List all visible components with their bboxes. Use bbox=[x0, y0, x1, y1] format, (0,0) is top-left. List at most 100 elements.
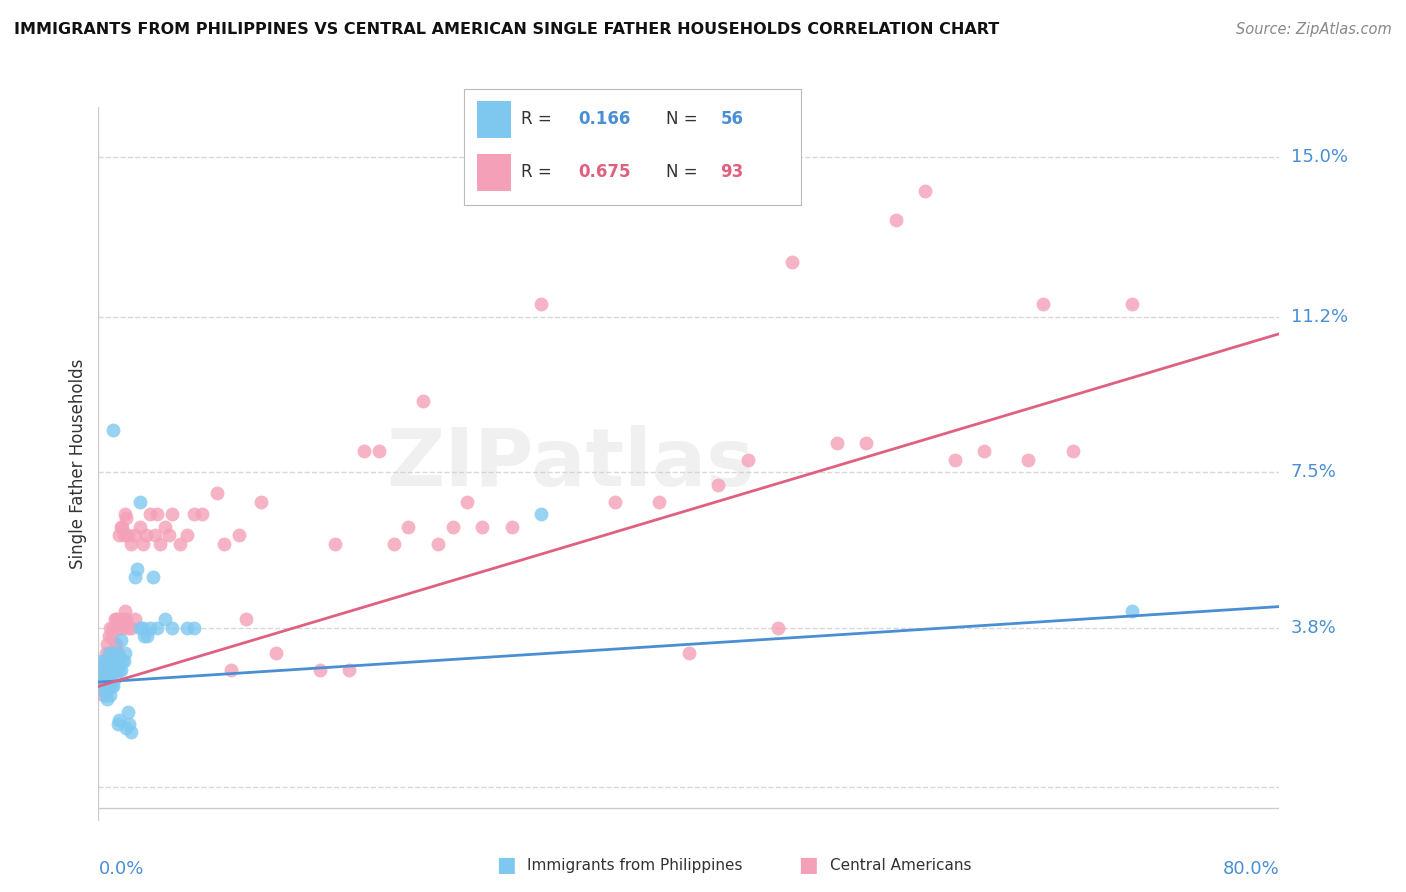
Text: 11.2%: 11.2% bbox=[1291, 308, 1348, 326]
Point bbox=[108, 663, 131, 677]
Point bbox=[108, 528, 131, 542]
Point bbox=[117, 528, 139, 542]
Point bbox=[157, 528, 180, 542]
Point bbox=[337, 663, 360, 677]
Point bbox=[103, 621, 125, 635]
Point bbox=[97, 654, 120, 668]
Point bbox=[107, 646, 129, 660]
Text: ZIPatlas: ZIPatlas bbox=[387, 425, 755, 503]
Point bbox=[1062, 444, 1084, 458]
Point bbox=[120, 725, 142, 739]
Point bbox=[110, 633, 132, 648]
Point bbox=[1121, 604, 1143, 618]
Point bbox=[153, 520, 176, 534]
Point bbox=[91, 675, 114, 690]
Point bbox=[219, 663, 242, 677]
Point bbox=[135, 528, 157, 542]
Point bbox=[91, 663, 114, 677]
Point bbox=[142, 570, 165, 584]
Point bbox=[250, 494, 273, 508]
Point bbox=[110, 663, 132, 677]
Point bbox=[112, 612, 135, 626]
Point bbox=[90, 654, 112, 668]
Point bbox=[105, 612, 128, 626]
Point bbox=[98, 671, 121, 685]
Point bbox=[707, 478, 730, 492]
Point bbox=[115, 721, 138, 735]
Point bbox=[124, 570, 146, 584]
Point bbox=[104, 637, 127, 651]
Point bbox=[146, 621, 169, 635]
Point bbox=[112, 528, 135, 542]
Text: 7.5%: 7.5% bbox=[1291, 463, 1337, 482]
Point bbox=[943, 452, 966, 467]
Point bbox=[91, 688, 114, 702]
Point bbox=[124, 528, 146, 542]
Point bbox=[205, 486, 228, 500]
Point bbox=[191, 507, 214, 521]
Text: IMMIGRANTS FROM PHILIPPINES VS CENTRAL AMERICAN SINGLE FATHER HOUSEHOLDS CORRELA: IMMIGRANTS FROM PHILIPPINES VS CENTRAL A… bbox=[14, 22, 1000, 37]
Y-axis label: Single Father Households: Single Father Households bbox=[69, 359, 87, 569]
Text: R =: R = bbox=[522, 110, 557, 128]
Point bbox=[855, 435, 877, 450]
Point bbox=[501, 520, 523, 534]
Point bbox=[149, 536, 172, 550]
Text: Source: ZipAtlas.com: Source: ZipAtlas.com bbox=[1236, 22, 1392, 37]
Text: 93: 93 bbox=[720, 163, 744, 181]
Point bbox=[766, 621, 789, 635]
Point bbox=[1032, 297, 1054, 311]
Point bbox=[115, 511, 138, 525]
Point bbox=[96, 663, 118, 677]
Point bbox=[134, 629, 156, 643]
Point bbox=[146, 507, 169, 521]
Point bbox=[111, 654, 134, 668]
Point bbox=[94, 646, 117, 660]
Point bbox=[183, 507, 205, 521]
Point bbox=[125, 562, 148, 576]
Point bbox=[105, 646, 128, 660]
Text: 0.0%: 0.0% bbox=[98, 860, 143, 878]
Point bbox=[471, 520, 494, 534]
Point bbox=[176, 621, 198, 635]
Point bbox=[118, 717, 141, 731]
Text: N =: N = bbox=[666, 163, 703, 181]
Point bbox=[98, 646, 121, 660]
Point bbox=[100, 654, 122, 668]
Point bbox=[115, 612, 138, 626]
Point bbox=[97, 646, 120, 660]
Point bbox=[97, 666, 120, 681]
Bar bbox=[478, 154, 512, 191]
Text: Immigrants from Philippines: Immigrants from Philippines bbox=[527, 858, 742, 872]
Point bbox=[228, 528, 250, 542]
Text: 0.166: 0.166 bbox=[579, 110, 631, 128]
Point bbox=[103, 679, 125, 693]
Point bbox=[530, 507, 553, 521]
Point bbox=[93, 679, 115, 693]
Point bbox=[90, 671, 112, 685]
Point bbox=[94, 654, 117, 668]
Point bbox=[212, 536, 235, 550]
Point bbox=[782, 255, 804, 269]
Point bbox=[107, 654, 129, 668]
Point bbox=[914, 184, 936, 198]
Point bbox=[98, 654, 121, 668]
Point bbox=[96, 637, 118, 651]
Text: 3.8%: 3.8% bbox=[1291, 618, 1336, 637]
Point bbox=[93, 666, 115, 681]
Point bbox=[93, 683, 115, 698]
Point bbox=[235, 612, 257, 626]
Point bbox=[108, 612, 131, 626]
Point bbox=[104, 612, 127, 626]
Point bbox=[368, 444, 391, 458]
Point bbox=[94, 671, 117, 685]
Point bbox=[530, 297, 553, 311]
Point bbox=[183, 621, 205, 635]
Point bbox=[105, 637, 128, 651]
Point bbox=[153, 612, 176, 626]
Text: 80.0%: 80.0% bbox=[1223, 860, 1279, 878]
Text: 15.0%: 15.0% bbox=[1291, 148, 1347, 167]
Point bbox=[143, 528, 166, 542]
Point bbox=[382, 536, 405, 550]
Point bbox=[128, 621, 150, 635]
Point bbox=[97, 629, 120, 643]
